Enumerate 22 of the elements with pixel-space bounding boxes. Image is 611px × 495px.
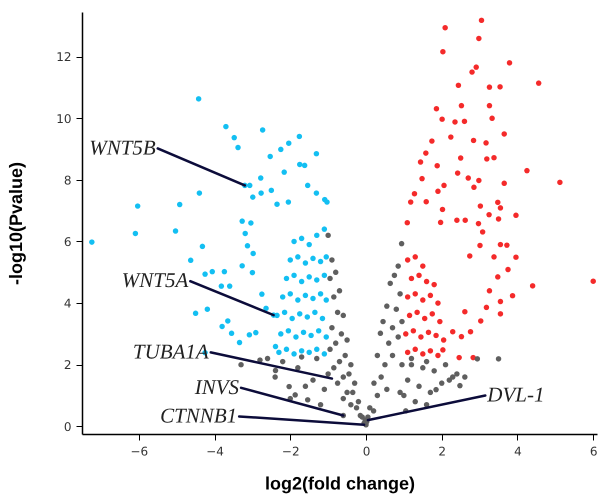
y-tick-label: 2	[64, 358, 72, 372]
x-tick-label: 2	[438, 444, 446, 458]
annotation: WNT5B	[89, 135, 156, 160]
y-tick-label: 12	[56, 50, 72, 64]
x-tick-label: −4	[206, 444, 224, 458]
x-tick-label: 4	[514, 444, 522, 458]
x-axis-title: log2(fold change)	[265, 474, 415, 494]
y-tick-label: 0	[64, 420, 72, 434]
y-tick-label: 8	[64, 173, 72, 188]
y-tick-label: 6	[64, 234, 72, 249]
x-tick-label: −6	[130, 444, 148, 458]
annotation: CTNNB1	[160, 403, 238, 428]
annotation: WNT5A	[122, 268, 188, 292]
y-tick-label: 4	[64, 296, 72, 311]
annotation: INVS	[194, 374, 240, 399]
annotation: TUBA1A	[132, 339, 209, 364]
x-tick-label: 6	[590, 444, 598, 458]
y-axis-title: -log10(Pvalue)	[6, 162, 26, 286]
x-tick-label: 0	[362, 444, 370, 458]
x-tick-label: −2	[282, 444, 300, 458]
annotation: DVL-1	[486, 382, 544, 406]
y-tick-label: 10	[56, 112, 72, 126]
